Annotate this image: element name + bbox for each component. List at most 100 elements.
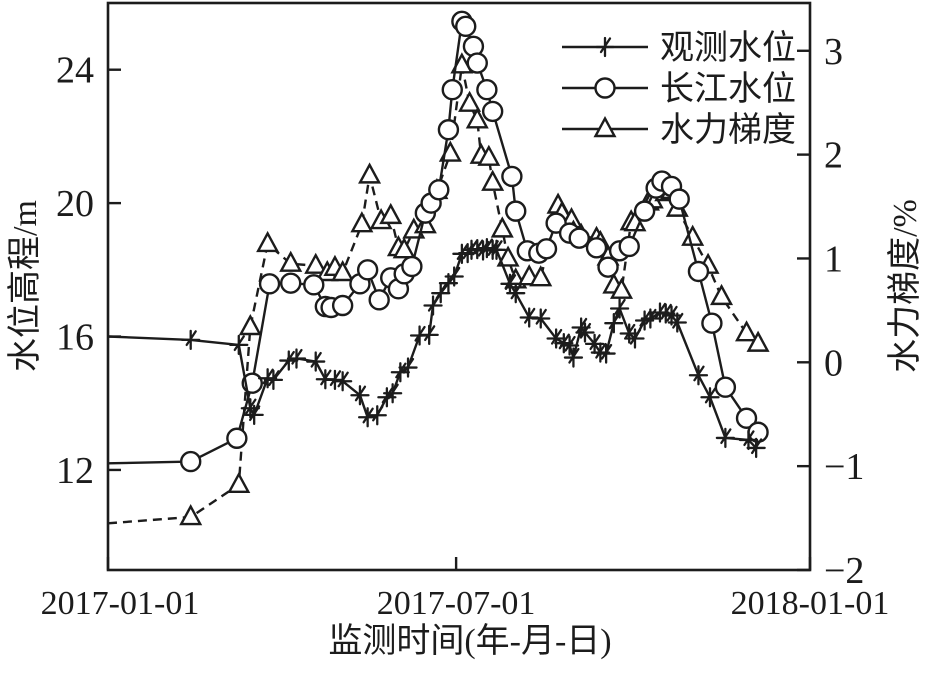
plus-marker — [604, 313, 624, 334]
plus-marker — [700, 387, 720, 408]
y-axis-right-tick-label: 0 — [824, 342, 843, 384]
triangle-marker — [179, 504, 203, 526]
plus-marker — [357, 407, 378, 428]
plus-marker — [688, 365, 709, 386]
triangle-marker — [238, 313, 262, 336]
x-axis-title: 监测时间(年-月-日) — [328, 622, 611, 660]
plus-marker — [596, 343, 616, 364]
triangle-marker — [681, 224, 705, 246]
plus-marker — [738, 429, 759, 451]
plus-marker — [325, 369, 345, 391]
circle-marker — [687, 260, 710, 283]
legend-label-yangtze-river-level: 长江水位 — [660, 70, 796, 108]
plus-marker — [367, 405, 387, 426]
x-axis-tick-label: 2018-01-01 — [731, 585, 890, 622]
y-axis-left-tick-label: 16 — [56, 317, 94, 359]
triangle-marker — [746, 330, 770, 352]
y-axis-left-title: 水位高程/m — [6, 200, 44, 372]
circle-marker — [180, 450, 202, 473]
circle-marker — [585, 237, 608, 259]
triangle-marker — [379, 202, 403, 225]
circle-marker — [701, 312, 723, 334]
triangle-marker — [710, 283, 734, 306]
triangle-marker — [358, 162, 382, 184]
circle-marker — [505, 200, 527, 222]
plus-marker — [595, 36, 615, 58]
circle-marker — [226, 427, 248, 449]
plus-marker — [746, 437, 766, 459]
triangle-marker — [392, 237, 416, 259]
circle-marker — [735, 407, 758, 429]
circle-marker — [568, 227, 590, 249]
legend-label-observed-water-level: 观测水位 — [660, 29, 796, 67]
triangle-marker — [593, 115, 617, 138]
plus-marker — [575, 322, 595, 343]
plus-marker — [423, 295, 443, 316]
y-axis-right-tick-label: 2 — [824, 135, 843, 177]
triangle-marker — [610, 277, 634, 299]
triangle-marker — [256, 230, 280, 253]
y-axis-left-tick-label: 20 — [56, 183, 94, 225]
circle-marker — [633, 200, 656, 222]
x-axis-ticks: 2017-01-01 2017-07-01 2018-01-01 — [41, 557, 890, 622]
x-axis-tick-label: 2017-07-01 — [377, 585, 536, 622]
y-axis-right-tick-label: 1 — [824, 238, 843, 280]
plus-marker — [546, 328, 566, 349]
plus-marker — [444, 266, 464, 287]
circle-marker — [481, 100, 504, 123]
circle-marker — [466, 52, 488, 74]
series-line-observed-water-level — [107, 246, 757, 449]
plus-marker — [181, 329, 201, 351]
circle-marker — [618, 235, 640, 258]
circle-marker — [401, 255, 423, 278]
triangle-marker — [490, 216, 514, 238]
series-observed-water-level — [107, 237, 766, 459]
triangle-marker — [304, 252, 328, 274]
circle-marker — [668, 188, 690, 210]
plus-marker — [382, 383, 403, 404]
plus-marker — [667, 312, 687, 333]
circle-marker — [455, 15, 477, 38]
circle-marker — [501, 165, 523, 188]
circle-marker — [535, 238, 558, 260]
series-hydraulic-gradient — [107, 52, 770, 526]
plus-marker — [398, 357, 418, 378]
circle-marker — [437, 119, 460, 141]
plus-marker — [715, 427, 736, 449]
circle-marker — [303, 274, 325, 296]
circle-marker — [441, 79, 463, 101]
circle-marker — [428, 179, 450, 201]
plus-marker — [506, 283, 526, 304]
plus-marker — [486, 239, 507, 260]
triangle-marker — [481, 169, 505, 191]
y-axis-left-tick-label: 24 — [56, 50, 94, 92]
triangle-marker — [735, 320, 759, 342]
plus-marker — [286, 348, 307, 369]
plus-marker — [229, 334, 249, 356]
plus-marker — [306, 351, 326, 372]
plus-marker — [531, 308, 551, 329]
legend-item-hydraulic-gradient: 水力梯度 — [562, 111, 796, 149]
triangle-marker — [496, 245, 520, 267]
series-yangtze-river-level — [107, 10, 769, 473]
circle-marker — [594, 77, 616, 99]
triangle-marker — [458, 90, 482, 112]
circle-marker — [331, 294, 354, 317]
triangle-marker — [350, 211, 374, 233]
plus-marker — [244, 404, 264, 426]
circle-marker — [280, 272, 302, 294]
y-axis-left-tick-label: 12 — [56, 450, 94, 492]
circle-marker — [714, 376, 737, 398]
plus-marker — [332, 371, 353, 392]
plus-marker — [559, 335, 580, 356]
circle-marker — [597, 256, 619, 278]
circle-marker — [258, 273, 281, 295]
series-markers-yangtze-river-level — [180, 10, 769, 473]
x-axis-tick-label: 2017-01-01 — [41, 585, 200, 622]
plus-marker — [625, 328, 645, 349]
y-axis-right-tick-label: −1 — [824, 446, 864, 488]
y-axis-right-ticks: −2 −1 0 1 2 3 — [797, 31, 864, 592]
plus-marker — [609, 298, 630, 319]
